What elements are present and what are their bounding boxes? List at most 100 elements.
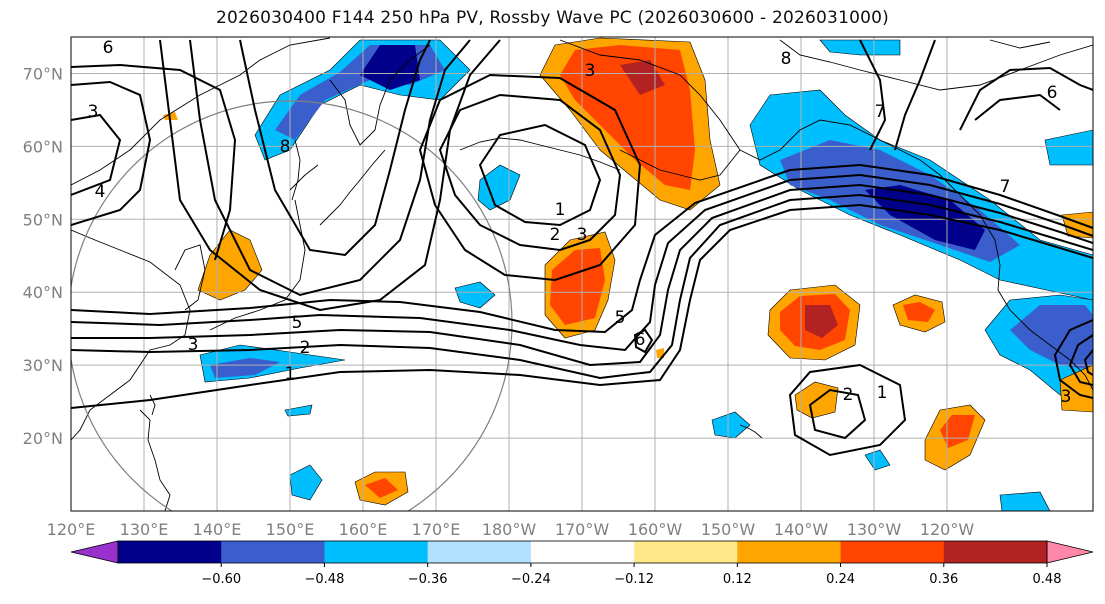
lon-tick-label: 170°E xyxy=(412,520,461,539)
anomaly-pos-baja xyxy=(1059,364,1093,413)
lat-tick-label: 50°N xyxy=(23,210,63,229)
contour-small-6 xyxy=(633,328,654,354)
lat-tick-label: 20°N xyxy=(23,429,63,448)
colorbar-tick-label: −0.60 xyxy=(201,572,241,587)
coastlines xyxy=(71,37,1093,511)
contour-label: 8 xyxy=(280,137,291,157)
colorbar-segment xyxy=(634,541,738,563)
contour-label: 2 xyxy=(550,225,561,245)
coast-japan xyxy=(209,164,319,331)
contour-label: 6 xyxy=(635,330,646,350)
pv-contours xyxy=(71,39,1093,457)
anomaly-neg-small2 xyxy=(477,164,521,211)
colorbar-frame xyxy=(117,540,1048,564)
contour-north-2 xyxy=(71,80,152,226)
anomaly-neg-california-mid xyxy=(1010,305,1093,370)
contour-label: 3 xyxy=(585,61,596,81)
contour-label: 2 xyxy=(300,338,311,358)
lon-tick-label: 160°W xyxy=(628,520,683,539)
colorbar-segment xyxy=(324,541,429,563)
contour-label: 3 xyxy=(188,335,199,355)
figure-title: 2026030400 F144 250 hPa PV, Rossby Wave … xyxy=(216,8,889,28)
colorbar-tick-label: 0.24 xyxy=(826,572,855,587)
anomaly-pos-tiny2 xyxy=(656,348,664,358)
coast-kurils xyxy=(319,149,386,226)
pv-anomaly-shading xyxy=(163,37,1093,511)
anomaly-neg-small3 xyxy=(289,464,323,501)
colorbar-tick-label: −0.36 xyxy=(408,572,448,587)
coast-canada-north xyxy=(779,39,1093,91)
contour-label: 7 xyxy=(1000,177,1011,197)
lon-tick-label: 150°E xyxy=(266,520,315,539)
contour-southern-3 xyxy=(71,183,1093,367)
colorbar-extend-min xyxy=(70,540,119,564)
coast-korea xyxy=(174,244,206,311)
colorbar: −0.60 −0.48 −0.36 −0.24 −0.12 0.12 0.24 0.36 0.4… xyxy=(70,540,1094,587)
anomaly-neg-small7 xyxy=(284,404,313,417)
contour-label: 4 xyxy=(95,182,106,202)
contour-ridge-3 xyxy=(159,39,501,312)
colorbar-tick-label: 0.12 xyxy=(723,572,752,587)
lon-tick-label: 130°W xyxy=(847,520,902,539)
contour-label: 1 xyxy=(285,364,296,384)
contour-label: 6 xyxy=(103,38,114,58)
colorbar-segment xyxy=(530,541,635,563)
contour-california-low xyxy=(1053,319,1093,399)
contour-label: 5 xyxy=(615,308,626,328)
lon-tick-label: 120°W xyxy=(920,520,975,539)
contour-ridge-1 xyxy=(189,39,471,297)
contour-southern-1 xyxy=(71,203,1093,409)
lon-tick-label: 160°E xyxy=(339,520,388,539)
contour-label: 5 xyxy=(292,313,303,333)
contour-ridge-2 xyxy=(239,39,431,257)
colorbar-segment xyxy=(427,541,532,563)
contour-trough-aleutian-2 xyxy=(478,123,602,227)
longitude-labels: 120°E 130°E 140°E 150°E 160°E 170°E 180°W 170°W… xyxy=(47,520,975,539)
contour-label: 1 xyxy=(877,383,888,403)
anomaly-pos-east1-mid xyxy=(903,302,935,322)
colorbar-segment xyxy=(737,541,842,563)
colorbar-tick-label: 0.36 xyxy=(929,572,958,587)
lon-tick-label: 170°W xyxy=(555,520,610,539)
lat-tick-label: 30°N xyxy=(23,356,63,375)
map-frame xyxy=(70,36,1094,512)
colorbar-segment xyxy=(221,541,325,563)
lat-tick-label: 60°N xyxy=(23,137,63,156)
anomaly-neg-arctic xyxy=(819,39,901,56)
anomaly-pos-bering-core xyxy=(620,60,665,95)
colorbar-tick-label: −0.48 xyxy=(305,572,345,587)
coast-hawaii xyxy=(739,424,763,439)
contour-label: 3 xyxy=(1061,387,1072,407)
lon-tick-label: 180°W xyxy=(482,520,537,539)
contour-southern-2 xyxy=(71,193,1093,380)
latitude-labels: 70°N 60°N 50°N 40°N 30°N 20°N xyxy=(23,64,63,448)
contour-label: 2 xyxy=(843,385,854,405)
anomaly-pos-east2-mid xyxy=(940,415,975,448)
anomaly-neg-small5 xyxy=(864,449,891,471)
colorbar-tick-label: −0.24 xyxy=(511,572,551,587)
colorbar-extend-max xyxy=(1046,540,1094,564)
colorbar-segment xyxy=(943,541,1048,563)
anomaly-neg-small1 xyxy=(454,281,496,309)
contour-label: 6 xyxy=(1047,83,1058,103)
anomaly-neg-small6 xyxy=(999,491,1051,511)
anomaly-neg-japan-mid xyxy=(210,358,280,378)
anomaly-neg-gulf-core xyxy=(865,185,985,250)
coast-aleutians xyxy=(459,137,621,171)
colorbar-segment xyxy=(840,541,945,563)
coast-alaska xyxy=(559,39,961,196)
contour-southern-5 xyxy=(71,163,1093,334)
contour-trough-aleutian-3 xyxy=(418,73,642,282)
anomaly-neg-nw xyxy=(1044,129,1093,166)
contour-label: 8 xyxy=(781,49,792,69)
coast-taiwan xyxy=(149,394,156,416)
colorbar-segment xyxy=(118,541,222,563)
contour-east-north xyxy=(959,66,1093,131)
colorbar-tick-label: −0.12 xyxy=(614,572,654,587)
colorbar-tick-label: 0.48 xyxy=(1033,572,1062,587)
contour-north-1 xyxy=(71,63,237,261)
lat-tick-label: 40°N xyxy=(23,283,63,302)
coast-philippines xyxy=(139,409,171,511)
